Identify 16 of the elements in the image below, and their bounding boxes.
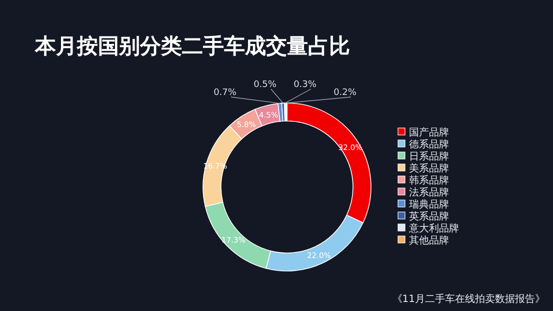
legend-label: 瑞典品牌 <box>409 198 449 210</box>
legend-label: 国产品牌 <box>409 126 449 138</box>
legend-label: 日系品牌 <box>409 150 449 162</box>
data-label: 0.7% <box>214 88 237 98</box>
legend-label: 美系品牌 <box>409 162 449 174</box>
legend-label: 韩系品牌 <box>409 174 449 186</box>
legend-label: 意大利品牌 <box>408 222 459 234</box>
data-label: 0.5% <box>254 80 277 90</box>
legend-label: 德系品牌 <box>409 138 449 150</box>
data-label: 0.2% <box>334 88 357 98</box>
legend-label: 法系品牌 <box>409 186 449 198</box>
legend-label: 英系品牌 <box>409 210 449 222</box>
text: 《11月二手车在线拍卖数据报告》 <box>392 293 545 305</box>
chart-title: 本月按国别分类二手车成交量占比 <box>34 34 350 58</box>
data-label: 0.3% <box>294 80 317 90</box>
legend-label: 其他品牌 <box>409 234 449 246</box>
